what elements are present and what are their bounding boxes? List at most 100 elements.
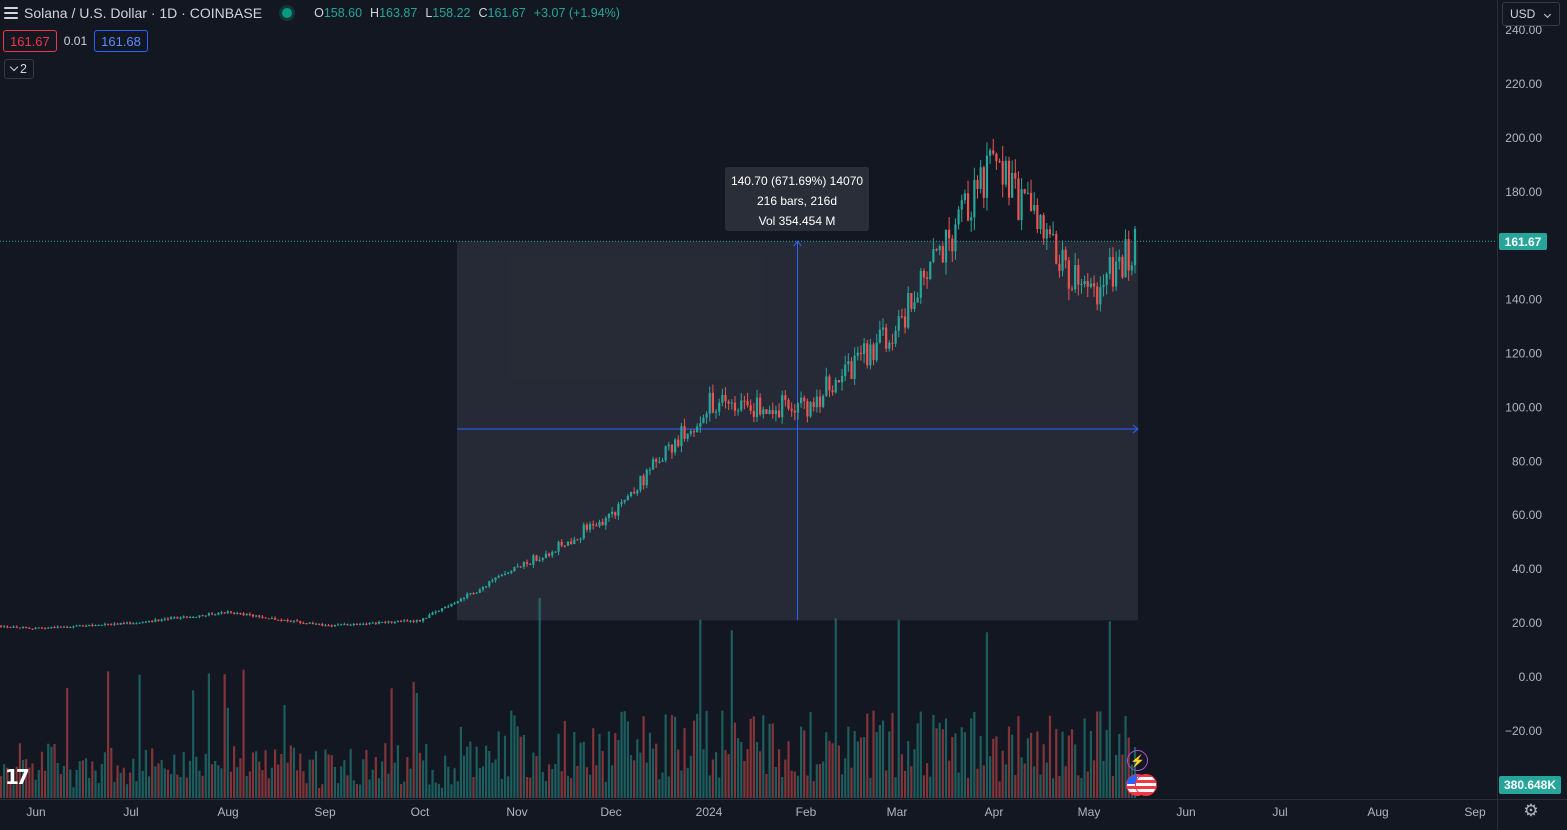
lightning-icon[interactable]: ⚡ xyxy=(1127,750,1148,771)
candle-body xyxy=(1045,229,1048,239)
candle-body xyxy=(412,620,415,622)
volume-bar xyxy=(793,771,796,798)
volume-bar xyxy=(37,770,40,798)
candle-body xyxy=(566,541,570,546)
ohlc-key: L xyxy=(425,6,433,20)
candle-body xyxy=(494,577,497,581)
candle-body xyxy=(56,626,59,628)
y-tick-label: 220.00 xyxy=(1505,77,1542,91)
candle-body xyxy=(422,618,425,622)
volume-bar xyxy=(891,712,894,798)
hamburger-icon[interactable] xyxy=(4,7,18,19)
candle-body xyxy=(472,592,475,594)
volume-bar xyxy=(714,752,718,798)
candle-body xyxy=(1080,283,1083,285)
volume-bar xyxy=(629,755,633,798)
candle-body xyxy=(989,150,992,156)
volume-bar xyxy=(1036,731,1039,798)
candle-body xyxy=(935,249,938,251)
candle-body xyxy=(267,618,270,620)
volume-bar xyxy=(818,763,822,798)
candle-body xyxy=(1092,283,1096,287)
candle-body xyxy=(129,622,132,624)
symbol-title[interactable]: Solana / U.S. Dollar · 1D · COINBASE xyxy=(24,5,263,21)
candle-body xyxy=(418,620,422,622)
y-tick-label: 0.00 xyxy=(1519,670,1543,684)
volume-bar xyxy=(746,749,749,798)
candle-body xyxy=(503,573,507,575)
volume-bar xyxy=(258,761,261,798)
volume-bar xyxy=(91,761,94,798)
x-tick-label: Jun xyxy=(1176,805,1195,819)
volume-bar xyxy=(730,630,733,798)
buy-button[interactable]: 161.68 xyxy=(94,30,148,52)
x-tick-label: Jun xyxy=(26,805,45,819)
candle-body xyxy=(245,613,248,616)
volume-bar xyxy=(737,738,740,798)
volume-bar xyxy=(674,716,677,798)
candle-body xyxy=(31,628,34,630)
candle-body xyxy=(359,624,362,626)
volume-bar xyxy=(721,710,724,798)
candle-body xyxy=(399,621,403,623)
price-axis xyxy=(1497,0,1567,830)
candle-body xyxy=(897,316,900,331)
candle-body xyxy=(633,491,636,494)
volume-bar xyxy=(188,760,192,798)
candle-body xyxy=(825,376,828,396)
candle-body xyxy=(273,618,277,620)
volume-bar xyxy=(822,761,825,798)
volume-bar xyxy=(677,749,680,798)
settings-gear-icon[interactable]: ⚙ xyxy=(1523,801,1539,820)
volume-bar xyxy=(418,752,422,798)
candle-body xyxy=(623,500,626,503)
candle-body xyxy=(280,619,283,621)
tradingview-logo-icon[interactable]: 17 xyxy=(5,765,30,789)
volume-bar xyxy=(809,711,812,798)
candle-body xyxy=(1115,261,1118,287)
volume-bar xyxy=(223,674,226,798)
sell-button[interactable]: 161.67 xyxy=(3,30,57,52)
volume-bar xyxy=(59,773,62,798)
candle-body xyxy=(576,539,579,541)
volume-bar xyxy=(40,751,44,798)
volume-bar xyxy=(566,775,570,798)
volume-bar xyxy=(56,762,59,798)
volume-bar xyxy=(138,674,141,798)
candle-body xyxy=(557,541,560,552)
candle-body xyxy=(340,624,343,626)
candle-body xyxy=(497,576,500,578)
volume-bar xyxy=(6,767,9,798)
volume-bar xyxy=(245,776,248,798)
volume-bar xyxy=(1033,766,1036,798)
candle-body xyxy=(853,355,856,379)
candle-body xyxy=(321,624,324,626)
candle-body xyxy=(837,380,840,383)
volume-bar xyxy=(529,777,532,798)
currency-select[interactable]: USD xyxy=(1502,2,1560,26)
volume-bar xyxy=(588,774,592,798)
volume-value-label: 380.648K xyxy=(1499,776,1561,794)
volume-bar xyxy=(280,754,283,798)
candle-body xyxy=(485,586,488,588)
indicators-toggle-button[interactable]: 2 xyxy=(4,59,34,79)
volume-bar xyxy=(1124,716,1127,798)
candle-body xyxy=(992,150,995,154)
us-flag-icon[interactable] xyxy=(1126,774,1158,796)
candle-body xyxy=(283,620,286,622)
volume-bar xyxy=(377,778,381,798)
volume-bar xyxy=(440,787,444,798)
candle-body xyxy=(1067,260,1070,289)
volume-bar xyxy=(1083,718,1086,798)
candle-body xyxy=(1055,234,1058,264)
measure-arrow-right xyxy=(1132,424,1139,434)
candle-body xyxy=(809,402,812,417)
candle-body xyxy=(881,327,885,330)
volume-bar xyxy=(1007,726,1011,798)
volume-bar xyxy=(648,732,651,798)
y-tick-label: 80.00 xyxy=(1512,454,1542,468)
volume-bar xyxy=(1099,711,1102,798)
candle-body xyxy=(393,622,396,624)
